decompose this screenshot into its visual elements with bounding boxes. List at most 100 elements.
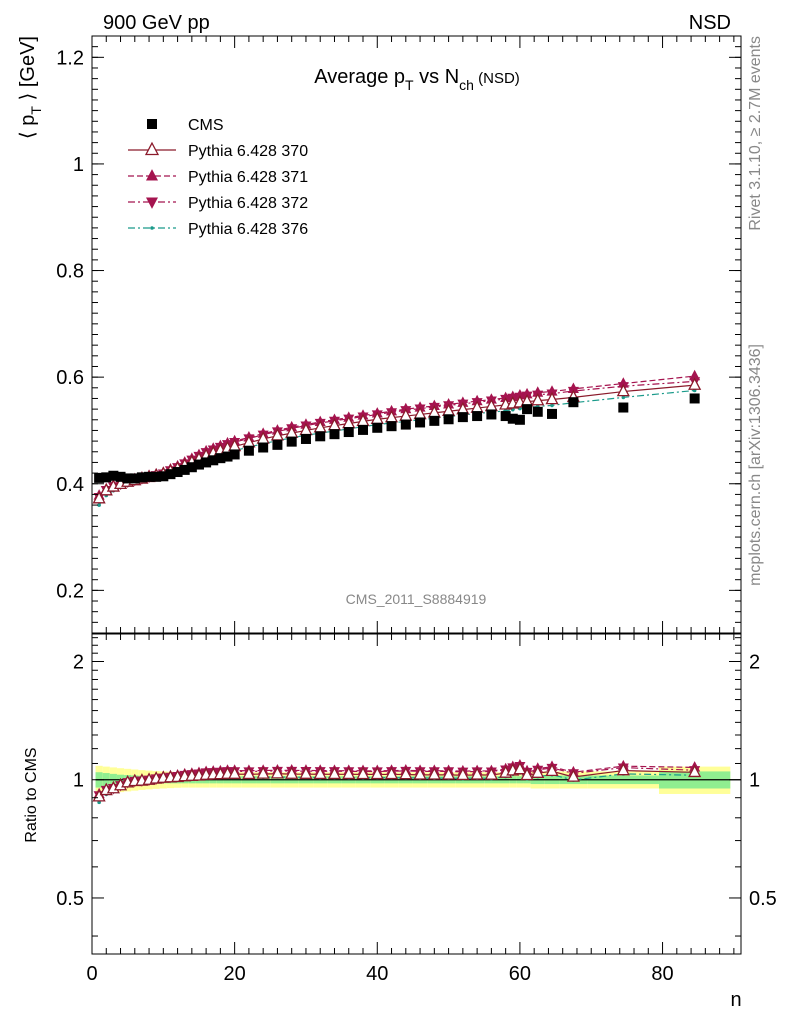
cms-point xyxy=(329,429,340,440)
cms-point xyxy=(115,471,126,482)
legend: CMS Pythia 6.428 370 Pythia 6.428 371 Pythi… xyxy=(128,117,308,238)
cms-point xyxy=(372,422,383,433)
cms-point xyxy=(258,442,269,453)
p370-line xyxy=(98,384,695,500)
p370-point-ratio xyxy=(520,767,534,781)
mcplots-label: mcplots.cern.ch [arXiv:1306.3436] xyxy=(747,344,764,586)
chart-title: Average pT vs Nch (NSD) xyxy=(314,66,520,93)
p370-point-ratio xyxy=(299,766,313,779)
p376-point xyxy=(518,406,522,411)
x-axis-label: n xyxy=(730,989,741,1011)
p371-point xyxy=(689,369,701,381)
legend-label: Pythia 6.428 370 xyxy=(188,143,308,160)
header-right: NSD xyxy=(689,12,731,34)
p370-point-ratio xyxy=(356,766,370,780)
p371-point xyxy=(428,399,440,411)
cms-point xyxy=(186,462,197,473)
cms-point xyxy=(151,471,162,482)
p370-point xyxy=(92,490,106,504)
p371-point xyxy=(485,393,497,404)
ratio-frame xyxy=(91,633,742,955)
p371-point xyxy=(443,398,455,409)
main-ytick-label: 0.8 xyxy=(56,261,84,283)
cms-point xyxy=(229,449,240,460)
xtick-label: 80 xyxy=(651,963,673,985)
cms-point xyxy=(94,472,105,483)
cms-point xyxy=(689,393,700,404)
cms-point xyxy=(179,464,190,475)
p370-point-ratio xyxy=(688,764,702,778)
cms-point xyxy=(272,439,283,450)
cms-point xyxy=(532,406,543,417)
p371-point xyxy=(414,401,426,412)
p370-point-ratio xyxy=(313,766,327,780)
title-mid: vs N xyxy=(414,66,460,88)
p371-point xyxy=(521,387,533,399)
p376-point-legend xyxy=(150,226,154,230)
cms-point xyxy=(315,431,326,442)
cms-point xyxy=(618,402,629,413)
title-sub-ch: ch xyxy=(459,77,474,93)
ratio-ytick-label-right: 0.5 xyxy=(749,888,777,910)
title-sub-t: T xyxy=(405,77,414,93)
p370-point-ratio xyxy=(270,765,285,779)
cms-point xyxy=(215,453,226,464)
p376-point xyxy=(621,395,626,400)
cms-point xyxy=(129,473,140,484)
ratio-ytick-label: 0.5 xyxy=(56,888,84,910)
p370-point-ratio xyxy=(92,789,106,802)
p371-point-legend xyxy=(146,169,158,181)
p376-point xyxy=(550,403,554,408)
xtick-label: 40 xyxy=(366,963,388,985)
p371-point xyxy=(471,394,483,406)
p370-point-ratio xyxy=(370,766,384,780)
p376-point xyxy=(510,407,515,412)
p372-line xyxy=(98,380,695,498)
cms-point xyxy=(144,471,155,482)
cms-point xyxy=(386,421,397,432)
cms-point xyxy=(522,404,533,415)
ylabel-part-1: ⟨ p xyxy=(17,115,39,139)
p370-point-ratio xyxy=(256,766,270,779)
cms-point xyxy=(193,459,204,470)
main-ytick-label: 0.2 xyxy=(56,580,84,602)
p370-point-ratio xyxy=(399,766,413,780)
main-ytick-label: 1.2 xyxy=(56,47,84,69)
p370-point-ratio xyxy=(327,766,342,780)
p370-point-ratio xyxy=(442,767,456,780)
cms-point-legend xyxy=(147,119,157,129)
rivet-label: Rivet 3.1.10, ≥ 2.7M events xyxy=(747,36,764,231)
p376-point xyxy=(97,503,101,507)
cms-point xyxy=(486,409,497,420)
cms-point xyxy=(165,469,176,480)
p372-point-legend xyxy=(146,197,158,209)
cms-point xyxy=(429,415,440,426)
cms-point xyxy=(101,472,112,483)
p370-point xyxy=(545,391,559,405)
legend-label: Pythia 6.428 371 xyxy=(188,169,308,186)
cms-point xyxy=(172,467,183,478)
ratio-ytick-label-right: 1 xyxy=(749,770,760,792)
cms-point xyxy=(568,397,579,408)
p370-point xyxy=(688,377,702,390)
p371-point xyxy=(567,382,579,393)
ratio-ytick-label: 2 xyxy=(73,652,84,674)
cms-point xyxy=(443,414,454,425)
main-series-layer xyxy=(92,369,702,507)
cms-point xyxy=(358,424,369,435)
cms-point xyxy=(201,457,212,468)
cms-point xyxy=(547,408,558,419)
cms-point xyxy=(158,471,169,482)
p370-point-ratio xyxy=(470,767,484,780)
p371-point xyxy=(400,402,412,414)
p371-point xyxy=(532,386,544,397)
ylabel-part-3: ⟩ [GeV] xyxy=(17,36,39,106)
cms-point xyxy=(472,411,483,422)
cms-point xyxy=(415,417,426,428)
main-ytick-label: 1 xyxy=(73,154,84,176)
main-ylabel: ⟨ pT ⟩ [GeV] xyxy=(17,36,44,139)
p370-point-ratio xyxy=(242,766,256,780)
cms-point xyxy=(343,427,354,438)
p370-point-ratio xyxy=(427,767,441,780)
main-axis: 0.2 0.4 0.6 0.8 1 1.2 xyxy=(56,36,741,634)
